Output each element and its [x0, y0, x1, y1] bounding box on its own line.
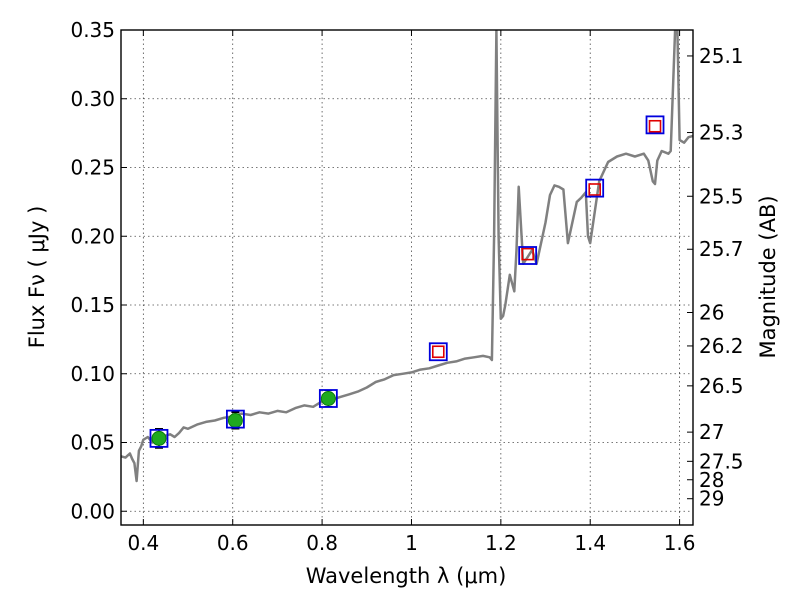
y-axis-label: Flux Fν ( μJy ): [25, 206, 49, 349]
magnitude-tick-label: 27: [699, 420, 724, 444]
open-square-point: [648, 119, 662, 133]
y-tick-label: 0.25: [70, 156, 115, 180]
photometry-point: [227, 413, 243, 428]
x-tick-label: 1.6: [664, 531, 696, 555]
magnitude-tick-label: 29: [699, 487, 724, 511]
x-axis-label: Wavelength λ (μm): [306, 564, 507, 588]
plot-frame: [120, 29, 694, 526]
open-square-point: [431, 345, 445, 359]
x-tick-label: 0.8: [306, 531, 338, 555]
magnitude-tick-label: 28: [699, 468, 724, 492]
model-box: [318, 389, 338, 408]
series-layer: [121, 30, 693, 483]
x-tick-label: 1.2: [485, 531, 517, 555]
magnitude-tick-label: 27.5: [699, 449, 744, 473]
y-axis: 0.00 0.05 0.10 0.15 0.20 0.25 0.30 0.35: [70, 18, 127, 523]
grid: [121, 30, 693, 525]
x-tick-label: 1: [405, 531, 418, 555]
y-tick-label: 0.00: [70, 499, 115, 523]
model-box: [428, 342, 448, 362]
y-tick-label: 0.15: [70, 293, 115, 317]
spectrum-line: [121, 30, 693, 483]
magnitude-tick-label: 25.7: [699, 237, 744, 261]
magnitude-tick-label: 25.5: [699, 184, 744, 208]
model-box: [518, 246, 538, 265]
y-tick-label: 0.20: [70, 224, 115, 248]
y-tick-label: 0.10: [70, 362, 115, 386]
photometry-point: [151, 430, 167, 446]
open-square-point: [521, 247, 534, 261]
x-axis: 0.4 0.6 0.8 1 1.2 1.4 1.6: [127, 30, 696, 555]
marker-layer: [149, 115, 665, 449]
x-tick-label: 0.4: [127, 531, 159, 555]
model-box: [585, 178, 605, 198]
y-tick-label: 0.35: [70, 18, 115, 42]
model-box: [645, 115, 665, 135]
y-tick-label: 0.05: [70, 431, 115, 455]
x-tick-label: 1.4: [574, 531, 606, 555]
open-square-point: [588, 183, 601, 196]
magnitude-tick-label: 26.2: [699, 334, 744, 358]
magnitude-axis-label: Magnitude (AB): [756, 195, 780, 358]
magnitude-tick-label: 26.5: [699, 374, 744, 398]
x-tick-label: 0.6: [217, 531, 249, 555]
magnitude-tick-label: 26: [699, 301, 724, 325]
y-tick-label: 0.30: [70, 87, 115, 111]
model-box: [225, 409, 245, 429]
model-box: [149, 428, 169, 448]
photometry-point: [320, 391, 336, 406]
magnitude-tick-label: 25.1: [699, 44, 744, 68]
magnitude-tick-label: 25.3: [699, 121, 744, 145]
